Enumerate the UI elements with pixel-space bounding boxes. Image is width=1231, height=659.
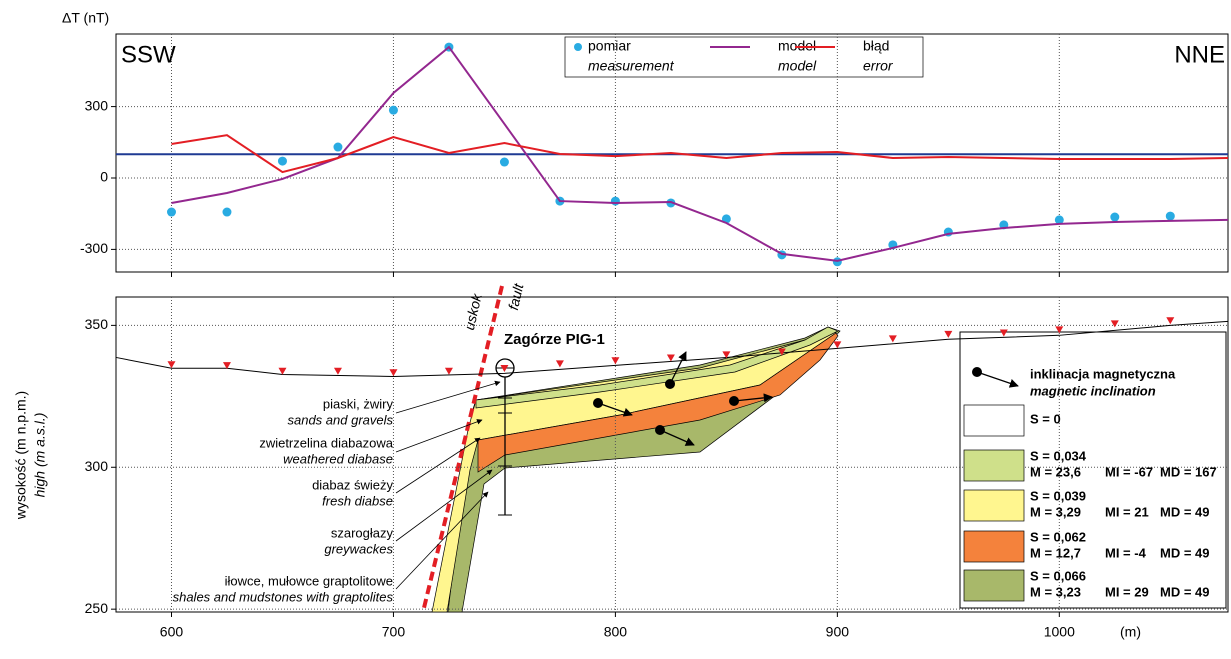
legend-label: MD = 49: [1160, 504, 1210, 519]
legend-label: MD = 49: [1160, 584, 1210, 599]
fault-label: fault: [505, 281, 527, 311]
legend-label: M = 3,29: [1030, 504, 1081, 519]
inclination-dot: [593, 398, 603, 408]
x-tick-label: 800: [604, 624, 628, 640]
legend-swatch: [964, 490, 1024, 521]
legend-label: measurement: [588, 58, 675, 74]
legend-label: error: [863, 58, 894, 74]
y-tick-label: 300: [85, 97, 109, 113]
legend-label: model: [778, 58, 817, 74]
legend-swatch: [964, 405, 1024, 436]
legend-title: magnetic inclination: [1030, 383, 1156, 398]
legend-label: MI = 29: [1105, 584, 1149, 599]
station-marker: [1166, 317, 1174, 324]
legend-title: inklinacja magnetyczna: [1030, 366, 1176, 381]
x-tick-label: 600: [160, 624, 184, 640]
legend-label: S = 0,034: [1030, 448, 1087, 463]
legend-swatch: [964, 570, 1024, 601]
inclination-dot: [655, 425, 665, 435]
layer-label: iłowce, mułowce graptolitowe: [225, 573, 393, 588]
page: ΔT (nT) SSW NNE wysokość (m n.p.m.) high…: [0, 0, 1231, 659]
y-tick-label: -300: [80, 240, 108, 256]
legend-label: MI = -4: [1105, 545, 1147, 560]
x-tick-label: 900: [826, 624, 850, 640]
measurement-dot: [333, 143, 342, 152]
chart: ΔT (nT) SSW NNE wysokość (m n.p.m.) high…: [0, 0, 1231, 654]
measurement-dot: [222, 208, 231, 217]
station-marker: [445, 368, 453, 375]
legend-label: S = 0,039: [1030, 488, 1086, 503]
direction-label: NNE: [1174, 41, 1225, 68]
legend-label: MI = -67: [1105, 464, 1153, 479]
borehole-label: Zagórze PIG-1: [504, 331, 605, 348]
x-tick-label: 700: [382, 624, 406, 640]
legend-swatch: [964, 450, 1024, 481]
station-marker: [944, 331, 952, 338]
legend-swatch: [964, 531, 1024, 562]
measurement-dot: [1110, 213, 1119, 222]
y-axis-title: wysokość (m n.p.m.): [13, 391, 29, 520]
y-tick-label: 300: [85, 458, 109, 474]
legend-dot: [972, 367, 982, 377]
layer-label: sands and gravels: [287, 412, 393, 427]
layer-label: greywackes: [324, 541, 393, 556]
legend-label: M = 23,6: [1030, 464, 1081, 479]
layer-label: fresh diabse: [322, 493, 393, 508]
measurement-dot: [167, 208, 176, 217]
layer-label: diabaz świeży: [312, 477, 393, 492]
layer-label: shales and mudstones with graptolites: [173, 589, 394, 604]
geology: [396, 286, 840, 612]
legend-label: MI = 21: [1105, 504, 1149, 519]
measurement-dot: [611, 197, 620, 206]
layer-label: zwietrzelina diabazowa: [259, 435, 393, 450]
station-marker: [556, 360, 564, 367]
measurement-dot: [389, 106, 398, 115]
layer-label: weathered diabase: [283, 451, 393, 466]
layer-label: piaski, żwiry: [323, 396, 394, 411]
y-axis-title: ΔT (nT): [62, 10, 109, 26]
legend-label: MD = 167: [1160, 464, 1217, 479]
x-tick-label: 1000: [1044, 624, 1075, 640]
station-marker: [667, 354, 675, 361]
legend-marker: [574, 43, 582, 51]
y-axis-title: high (m a.s.l.): [32, 413, 48, 498]
y-tick-label: 250: [85, 600, 109, 616]
legend-label: S = 0: [1030, 411, 1061, 426]
legend-label: M = 3,23: [1030, 584, 1081, 599]
station-marker: [889, 335, 897, 342]
inclination-dot: [665, 379, 675, 389]
measurement-dot: [278, 157, 287, 166]
station-marker: [389, 369, 397, 376]
legend-label: model: [778, 38, 816, 54]
station-marker: [1111, 320, 1119, 327]
legend-label: pomiar: [588, 38, 631, 54]
station-marker: [334, 368, 342, 375]
station-marker: [833, 341, 841, 348]
legend-label: S = 0,066: [1030, 568, 1086, 583]
inclination-dot: [729, 396, 739, 406]
station-marker: [611, 357, 619, 364]
legend-label: błąd: [863, 38, 889, 54]
legend-label: S = 0,062: [1030, 529, 1086, 544]
measurement-dot: [500, 158, 509, 167]
y-tick-label: 0: [100, 169, 108, 185]
legend-label: MD = 49: [1160, 545, 1210, 560]
measurement-dot: [1166, 212, 1175, 221]
legend-label: M = 12,7: [1030, 545, 1081, 560]
x-axis-title: (m): [1120, 624, 1141, 640]
direction-label: SSW: [121, 41, 176, 68]
layer-label: szarogłazy: [331, 525, 394, 540]
y-tick-label: 350: [85, 316, 109, 332]
